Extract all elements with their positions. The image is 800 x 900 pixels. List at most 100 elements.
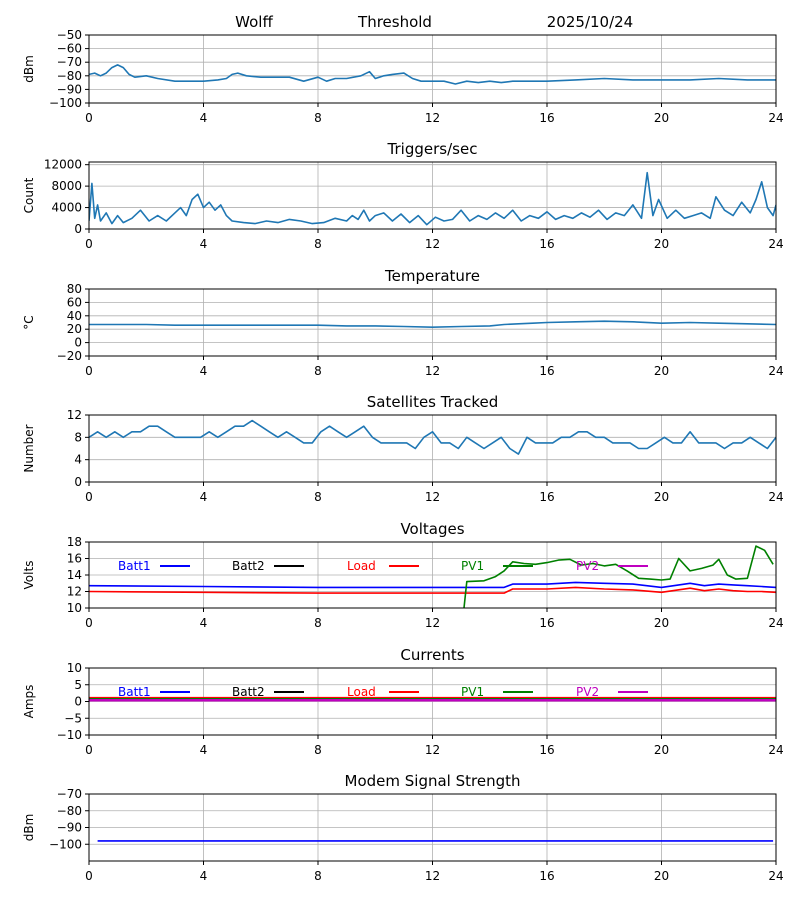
x-tick-label: 24 <box>768 616 783 630</box>
y-tick-label: 0 <box>74 695 82 709</box>
legend-label-batt1: Batt1 <box>118 685 151 699</box>
y-tick-label: −80 <box>57 804 82 818</box>
x-tick-label: 4 <box>200 237 208 251</box>
x-tick-label: 12 <box>425 616 440 630</box>
y-tick-label: −100 <box>49 96 82 110</box>
x-tick-label: 8 <box>314 364 322 378</box>
y-tick-label: 60 <box>67 295 82 309</box>
x-tick-label: 4 <box>200 743 208 757</box>
x-tick-label: 8 <box>314 743 322 757</box>
panel-threshold: 0 4 8 12 16 20 24 −100−90−80−70−60−50 dBm <box>22 28 784 125</box>
y-tick-label: −70 <box>57 787 82 801</box>
x-tick-label: 16 <box>539 869 554 883</box>
x-tick-label: 0 <box>85 743 93 757</box>
y-axis-label: °C <box>22 315 36 329</box>
y-tick-label: −100 <box>49 837 82 851</box>
header-row: Wolff Threshold 2025/10/24 <box>235 13 633 31</box>
x-tick-label: 16 <box>539 490 554 504</box>
header-date: 2025/10/24 <box>547 13 633 31</box>
panel-title: Modem Signal Strength <box>345 772 521 790</box>
y-tick-label: 18 <box>67 535 82 549</box>
y-axis-label: dBm <box>22 55 36 83</box>
panel-title: Triggers/sec <box>387 140 478 158</box>
legend-label-pv1: PV1 <box>461 685 484 699</box>
y-tick-label: 4000 <box>51 201 82 215</box>
y-tick-label: −70 <box>57 55 82 69</box>
y-tick-label: −50 <box>57 28 82 42</box>
panel-title: Currents <box>400 646 464 664</box>
x-tick-label: 0 <box>85 364 93 378</box>
x-tick-label: 20 <box>654 743 669 757</box>
legend-label-batt2: Batt2 <box>232 559 265 573</box>
y-axis-label: Count <box>22 177 36 213</box>
series-line-pv1 <box>463 545 774 608</box>
x-tick-label: 24 <box>768 237 783 251</box>
x-tick-label: 16 <box>539 364 554 378</box>
x-tick-label: 0 <box>85 237 93 251</box>
y-tick-label: 14 <box>67 568 82 582</box>
y-axis-label: Volts <box>22 561 36 590</box>
legend-label-batt2: Batt2 <box>232 685 265 699</box>
x-tick-label: 4 <box>200 490 208 504</box>
y-axis-label: Number <box>22 424 36 472</box>
y-tick-label: 4 <box>74 453 82 467</box>
x-tick-label: 20 <box>654 616 669 630</box>
x-tick-label: 20 <box>654 111 669 125</box>
x-tick-label: 8 <box>314 111 322 125</box>
series-line-satellites <box>89 419 776 455</box>
y-tick-label: −10 <box>57 728 82 742</box>
x-tick-label: 4 <box>200 111 208 125</box>
legend-label-pv2: PV2 <box>576 685 599 699</box>
x-tick-label: 12 <box>425 364 440 378</box>
x-tick-label: 8 <box>314 869 322 883</box>
y-tick-label: 0 <box>74 222 82 236</box>
panel-voltages: 0 4 8 12 16 20 24 10 12 14 16 18 Voltages Volts Batt1 B… <box>22 520 784 630</box>
y-tick-label: 8 <box>74 430 82 444</box>
y-tick-label: 12 <box>67 585 82 599</box>
x-tick-label: 12 <box>425 111 440 125</box>
x-tick-label: 16 <box>539 111 554 125</box>
legend-label-pv2: PV2 <box>576 559 599 573</box>
x-tick-label: 24 <box>768 111 783 125</box>
x-tick-label: 16 <box>539 616 554 630</box>
x-tick-label: 16 <box>539 743 554 757</box>
y-tick-label: 12 <box>67 408 82 422</box>
y-tick-label: 12000 <box>44 158 82 172</box>
y-tick-label: 0 <box>74 475 82 489</box>
y-tick-label: −80 <box>57 69 82 83</box>
x-tick-label: 0 <box>85 111 93 125</box>
y-tick-label: 80 <box>67 282 82 296</box>
x-tick-label: 8 <box>314 237 322 251</box>
legend-label-pv1: PV1 <box>461 559 484 573</box>
panel-currents: 0 4 8 12 16 20 24 −10 −5 0 5 10 Currents Amps Batt1 Bat… <box>22 646 784 757</box>
x-tick-label: 20 <box>654 364 669 378</box>
header-mode: Threshold <box>357 13 432 31</box>
y-tick-label: −60 <box>57 42 82 56</box>
y-axis-label: Amps <box>22 685 36 719</box>
x-tick-label: 24 <box>768 364 783 378</box>
panel-title: Satellites Tracked <box>367 393 498 411</box>
y-tick-label: −90 <box>57 821 82 835</box>
y-tick-label: 5 <box>74 678 82 692</box>
y-tick-label: −20 <box>57 349 82 363</box>
x-tick-label: 0 <box>85 616 93 630</box>
y-tick-label: 10 <box>67 661 82 675</box>
x-tick-label: 12 <box>425 869 440 883</box>
y-tick-label: 8000 <box>51 179 82 193</box>
x-tick-label: 4 <box>200 364 208 378</box>
y-tick-label: −90 <box>57 82 82 96</box>
panel-title: Voltages <box>400 520 464 538</box>
x-tick-label: 16 <box>539 237 554 251</box>
x-tick-label: 8 <box>314 490 322 504</box>
x-tick-label: 8 <box>314 616 322 630</box>
series-line-load <box>89 586 776 594</box>
y-tick-label: 0 <box>74 336 82 350</box>
x-tick-label: 4 <box>200 869 208 883</box>
series-line-threshold <box>89 64 776 85</box>
panel-satellites: 0 4 8 12 16 20 24 0 4 8 12 Satellites Tracked Number <box>22 393 784 504</box>
x-tick-label: 0 <box>85 490 93 504</box>
x-tick-label: 12 <box>425 743 440 757</box>
